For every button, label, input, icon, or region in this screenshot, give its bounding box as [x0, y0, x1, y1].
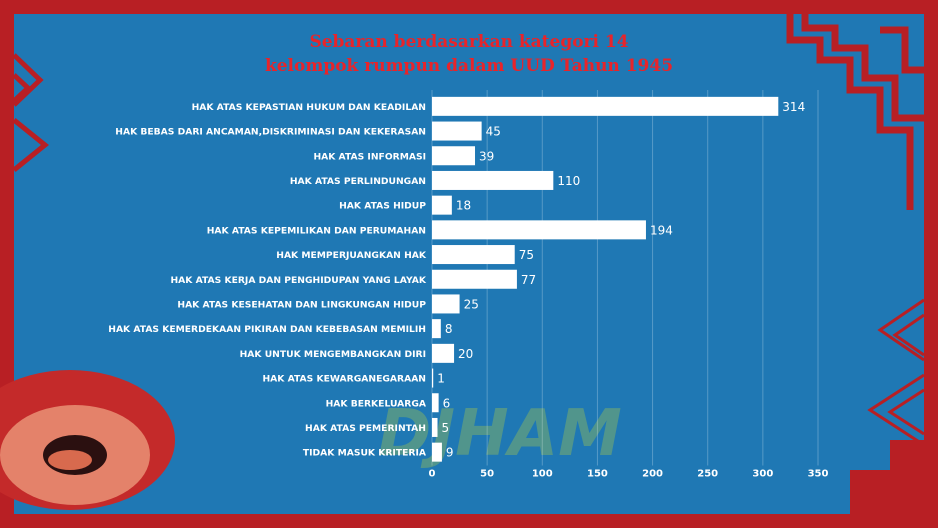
value-label: 5 — [442, 421, 450, 435]
bar — [432, 319, 441, 339]
x-tick-label: 150 — [587, 469, 608, 480]
category-label: HAK MEMPERJUANGKAN HAK — [276, 250, 427, 261]
value-label: 75 — [519, 248, 534, 262]
bar — [432, 442, 442, 462]
category-label: TIDAK MASUK KRITERIA — [303, 448, 427, 459]
bar — [432, 368, 434, 388]
x-tick-label: 350 — [808, 469, 829, 480]
bar — [432, 170, 554, 190]
value-label: 9 — [446, 446, 454, 460]
value-label: 18 — [456, 199, 471, 213]
value-label: 1 — [437, 372, 445, 386]
category-label: HAK ATAS KEPASTIAN HUKUM DAN KEADILAN — [192, 102, 426, 113]
value-label: 194 — [650, 223, 673, 237]
corner-block-icon — [850, 440, 938, 528]
value-label: 45 — [486, 125, 501, 139]
value-label: 314 — [782, 100, 805, 114]
bar — [432, 121, 482, 141]
value-label: 8 — [445, 322, 453, 336]
bar — [432, 96, 779, 116]
left-chevron-icons — [12, 53, 49, 172]
category-label: HAK ATAS PEMERINTAH — [305, 423, 426, 434]
category-label: HAK ATAS KESEHATAN DAN LINGKUNGAN HIDUP — [177, 299, 426, 310]
category-label: HAK ATAS PERLINDUNGAN — [290, 176, 426, 187]
right-chevron-icons — [867, 298, 925, 447]
x-tick-label: 50 — [480, 469, 494, 480]
bar — [432, 417, 438, 437]
category-label: HAK ATAS KEWARGANEGARAAN — [262, 374, 426, 385]
bar — [432, 343, 455, 363]
x-tick-label: 300 — [752, 469, 773, 480]
x-tick-label: 200 — [642, 469, 663, 480]
rafflesia-flower-icon — [0, 370, 175, 510]
category-label: HAK ATAS KEMERDEKAAN PIKIRAN DAN KEBEBAS… — [108, 324, 426, 335]
category-label: HAK ATAS KERJA DAN PENGHIDUPAN YANG LAYA… — [170, 275, 426, 286]
category-label: HAK ATAS INFORMASI — [313, 151, 426, 162]
category-label: HAK ATAS HIDUP — [339, 201, 426, 212]
value-label: 77 — [521, 273, 536, 287]
chart-subtitle: kelompok rumpun dalam UUD Tahun 1945 — [264, 56, 674, 76]
bar — [432, 195, 452, 215]
watermark-text: DJHAM — [378, 397, 622, 471]
bar — [432, 269, 517, 289]
value-label: 6 — [443, 396, 451, 410]
category-label: HAK BERKELUARGA — [326, 398, 427, 409]
value-label: 20 — [458, 347, 473, 361]
value-label: 39 — [479, 149, 494, 163]
x-tick-label: 250 — [697, 469, 718, 480]
category-label: HAK BEBAS DARI ANCAMAN,DISKRIMINASI DAN … — [115, 127, 426, 138]
bar — [432, 294, 460, 314]
maze-ornament-icon — [786, 14, 924, 210]
chart-title-block: Sebaran berdasarkan kategori 14 kelompok… — [0, 30, 938, 78]
bar — [432, 393, 439, 413]
value-label: 110 — [557, 174, 580, 188]
category-label: HAK UNTUK MENGEMBANGKAN DIRI — [240, 349, 426, 360]
bar — [432, 245, 515, 265]
category-label: HAK ATAS KEPEMILIKAN DAN PERUMAHAN — [207, 225, 426, 236]
bar — [432, 146, 476, 166]
chart-title: Sebaran berdasarkan kategori 14 — [309, 32, 629, 52]
value-label: 25 — [464, 297, 479, 311]
bar — [432, 220, 646, 240]
x-tick-label: 100 — [532, 469, 553, 480]
x-tick-label: 0 — [429, 469, 436, 480]
